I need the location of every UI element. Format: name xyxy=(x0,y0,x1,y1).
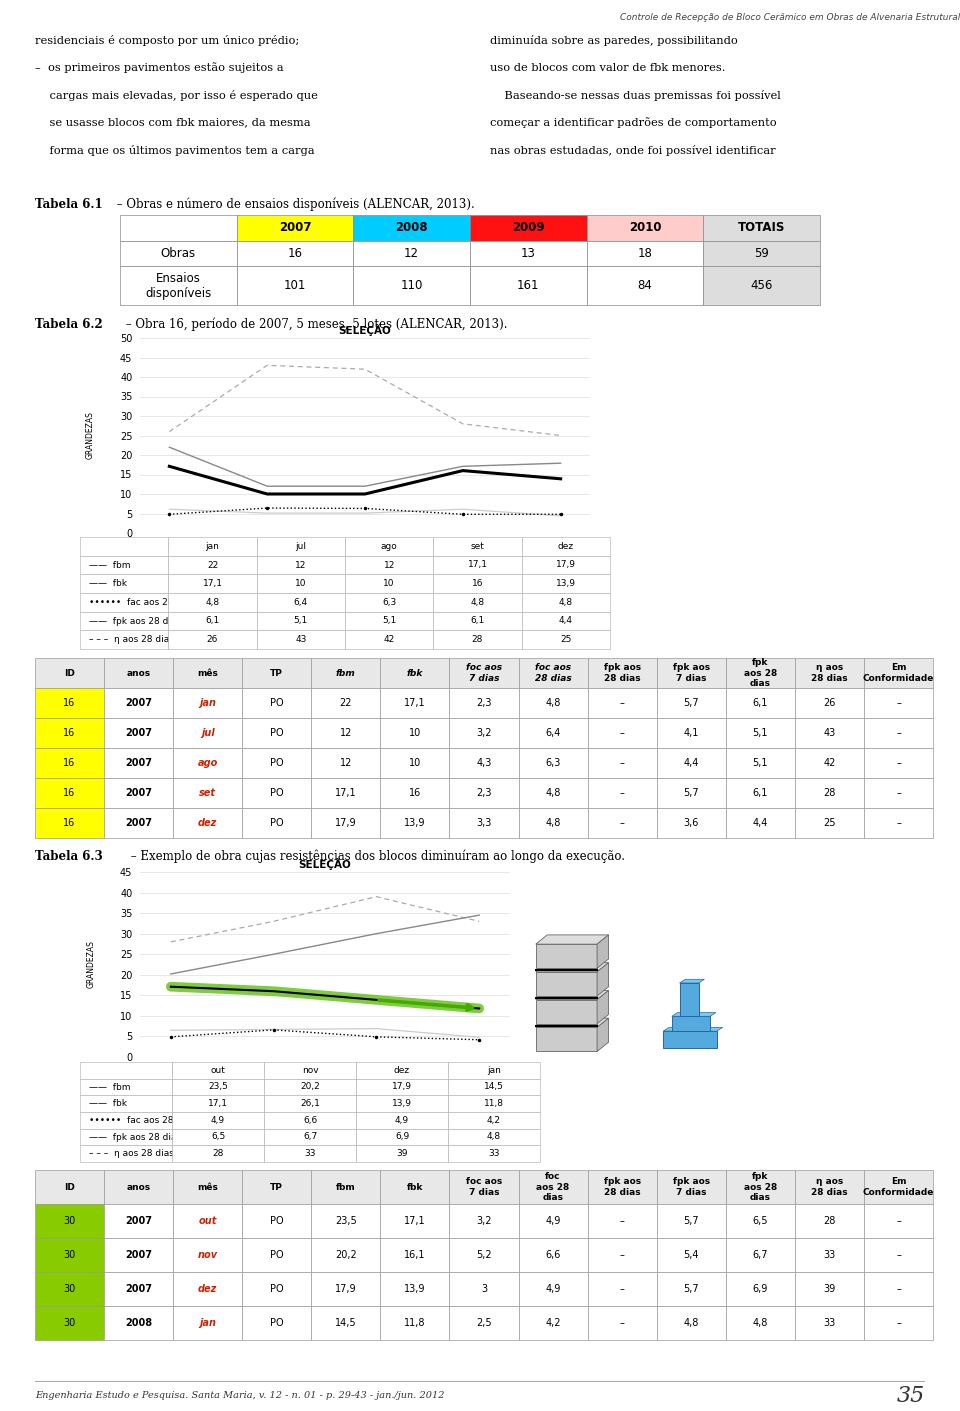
Text: começar a identificar padrões de comportamento: começar a identificar padrões de comport… xyxy=(490,117,777,128)
Polygon shape xyxy=(663,1031,717,1048)
Polygon shape xyxy=(536,962,609,972)
Text: Engenharia Estudo e Pesquisa. Santa Maria, v. 12 - n. 01 - p. 29-43 - jan./jun. : Engenharia Estudo e Pesquisa. Santa Mari… xyxy=(35,1391,444,1401)
Text: Tabela 6.1: Tabela 6.1 xyxy=(35,198,103,210)
Text: – Obra 16, período de 2007, 5 meses, 5 lotes (ALENCAR, 2013).: – Obra 16, período de 2007, 5 meses, 5 l… xyxy=(122,317,508,330)
Polygon shape xyxy=(597,935,609,968)
Polygon shape xyxy=(680,983,699,1016)
Text: –  os primeiros pavimentos estão sujeitos a: – os primeiros pavimentos estão sujeitos… xyxy=(35,62,283,73)
Polygon shape xyxy=(672,1013,716,1016)
Polygon shape xyxy=(536,991,609,999)
Text: nas obras estudadas, onde foi possível identificar: nas obras estudadas, onde foi possível i… xyxy=(490,145,776,157)
Polygon shape xyxy=(536,999,597,1024)
Text: – Exemplo de obra cujas resistências dos blocos diminuíram ao longo da execução.: – Exemplo de obra cujas resistências dos… xyxy=(127,849,625,862)
Text: se usasse blocos com fbk maiores, da mesma: se usasse blocos com fbk maiores, da mes… xyxy=(35,117,311,127)
Polygon shape xyxy=(536,972,597,996)
Polygon shape xyxy=(672,1016,710,1031)
Text: uso de blocos com valor de fbk menores.: uso de blocos com valor de fbk menores. xyxy=(490,62,726,72)
Polygon shape xyxy=(536,1027,597,1051)
Text: diminuída sobre as paredes, possibilitando: diminuída sobre as paredes, possibilitan… xyxy=(490,35,737,47)
Title: SELEÇÃO: SELEÇÃO xyxy=(299,858,351,869)
Y-axis label: GRANDEZAS: GRANDEZAS xyxy=(86,941,96,989)
Polygon shape xyxy=(536,935,609,944)
Text: forma que os últimos pavimentos tem a carga: forma que os últimos pavimentos tem a ca… xyxy=(35,145,315,157)
Polygon shape xyxy=(536,1019,609,1027)
Polygon shape xyxy=(536,944,597,968)
Polygon shape xyxy=(680,979,705,983)
Text: Tabela 6.3: Tabela 6.3 xyxy=(35,849,103,862)
Text: 35: 35 xyxy=(897,1386,925,1407)
Text: residenciais é composto por um único prédio;: residenciais é composto por um único pré… xyxy=(35,35,300,47)
Polygon shape xyxy=(597,962,609,996)
Y-axis label: GRANDEZAS: GRANDEZAS xyxy=(86,412,95,460)
Title: SELEÇÃO: SELEÇÃO xyxy=(339,323,392,336)
Polygon shape xyxy=(597,991,609,1024)
Text: Controle de Recepção de Bloco Cerâmico em Obras de Alvenaria Estrutural: Controle de Recepção de Bloco Cerâmico e… xyxy=(620,13,960,21)
Text: Baseando-se nessas duas premissas foi possível: Baseando-se nessas duas premissas foi po… xyxy=(490,90,780,102)
Text: Tabela 6.2: Tabela 6.2 xyxy=(35,317,103,330)
Polygon shape xyxy=(663,1027,723,1031)
Text: cargas mais elevadas, por isso é esperado que: cargas mais elevadas, por isso é esperad… xyxy=(35,90,318,102)
Polygon shape xyxy=(597,1019,609,1051)
Text: – Obras e número de ensaios disponíveis (ALENCAR, 2013).: – Obras e número de ensaios disponíveis … xyxy=(113,198,475,210)
